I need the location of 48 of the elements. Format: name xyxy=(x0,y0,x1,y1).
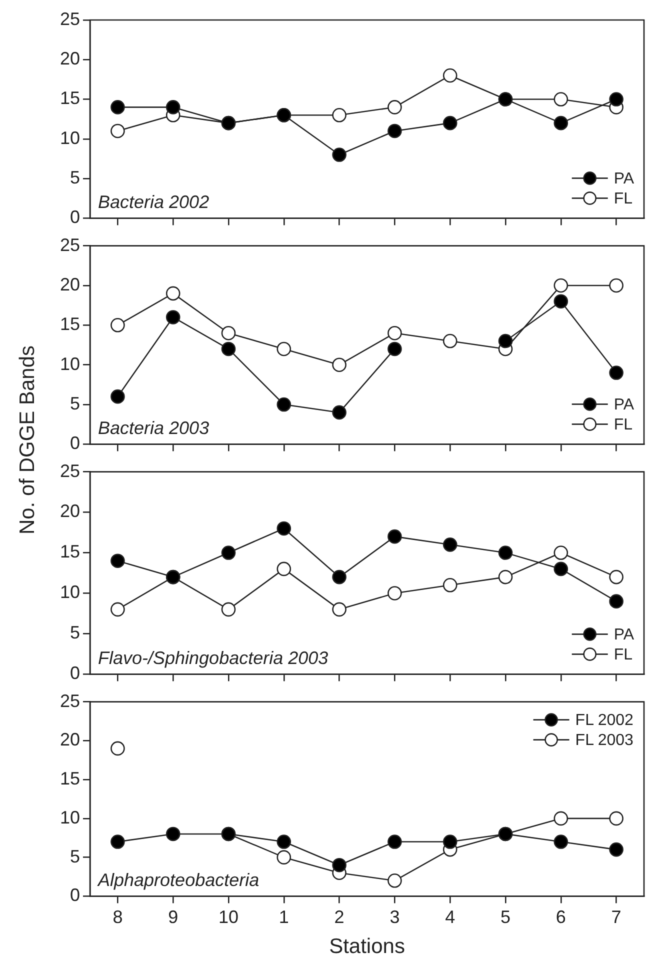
x-tick-label: 4 xyxy=(445,906,456,927)
y-axis-title: No. of DGGE Bands xyxy=(16,345,40,535)
y-tick-label: 20 xyxy=(60,730,80,750)
y-tick-label: 5 xyxy=(70,622,80,643)
y-tick-label: 10 xyxy=(60,128,80,148)
legend-label: PA xyxy=(614,626,634,644)
y-tick-label: 5 xyxy=(70,846,80,866)
y-tick-label: 15 xyxy=(60,88,80,108)
annotation: Flavo-/Sphingobacteria 2003 xyxy=(98,648,328,668)
legend-label: PA xyxy=(614,396,634,414)
x-tick-label: 2 xyxy=(334,906,344,927)
x-tick-label: 9 xyxy=(168,906,178,927)
x-tick-label: 6 xyxy=(556,906,566,927)
x-axis-title: Stations xyxy=(329,935,405,958)
legend-label: FL xyxy=(614,190,633,208)
annotation: Bacteria 2003 xyxy=(98,418,210,438)
annotation: Alphaproteobacteria xyxy=(97,870,260,890)
x-tick-label: 5 xyxy=(500,906,511,927)
x-tick-label: 3 xyxy=(390,906,400,927)
y-tick-label: 25 xyxy=(60,460,80,481)
y-tick-label: 5 xyxy=(70,393,80,414)
y-tick-label: 0 xyxy=(70,207,80,228)
y-tick-label: 20 xyxy=(60,48,80,69)
y-tick-label: 25 xyxy=(60,690,80,711)
y-tick-label: 0 xyxy=(70,885,80,906)
y-tick-label: 0 xyxy=(70,433,80,454)
y-tick-label: 5 xyxy=(70,168,80,188)
y-tick-label: 25 xyxy=(60,8,80,29)
y-tick-label: 20 xyxy=(60,274,80,294)
x-tick-label: 7 xyxy=(611,906,622,927)
y-tick-label: 0 xyxy=(70,663,80,684)
y-tick-label: 10 xyxy=(60,582,80,602)
y-tick-label: 15 xyxy=(60,542,80,562)
annotation: Bacteria 2002 xyxy=(98,192,210,212)
y-tick-label: 10 xyxy=(60,354,80,374)
x-tick-label: 1 xyxy=(278,906,289,927)
y-tick-label: 25 xyxy=(60,234,80,255)
legend-label: FL xyxy=(614,646,633,664)
y-tick-label: 15 xyxy=(60,768,80,789)
y-tick-label: 15 xyxy=(60,314,80,334)
legend-label: FL xyxy=(614,416,633,434)
x-tick-label: 10 xyxy=(218,906,239,927)
legend-label: PA xyxy=(614,170,634,188)
legend-label: FL 2002 xyxy=(575,712,634,730)
legend-label: FL 2003 xyxy=(575,732,634,750)
y-tick-label: 10 xyxy=(60,807,80,828)
x-tick-label: 8 xyxy=(112,906,123,927)
y-tick-label: 20 xyxy=(60,501,80,522)
